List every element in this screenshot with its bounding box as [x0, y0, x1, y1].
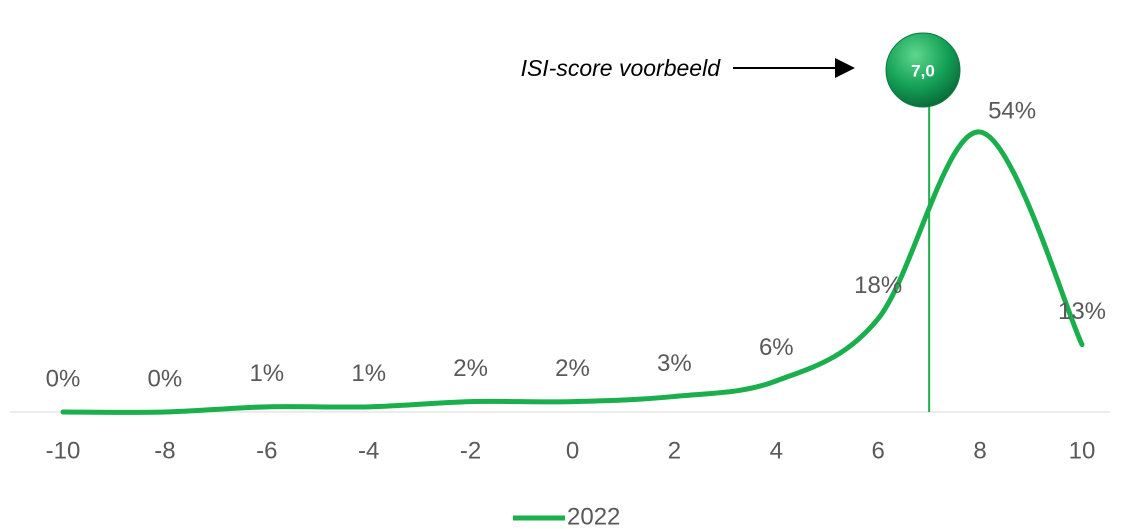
data-label: 0%: [46, 365, 81, 392]
x-tick-label: -8: [154, 437, 175, 464]
data-label: 2%: [453, 355, 488, 382]
x-tick-label: 4: [770, 437, 783, 464]
data-label: 18%: [854, 272, 902, 299]
data-label: 13%: [1058, 298, 1106, 325]
line: [60, 129, 1085, 415]
x-tick-label: -4: [358, 437, 379, 464]
x-tick-label: 2: [668, 437, 681, 464]
data-label: 3%: [657, 350, 692, 377]
x-tick-label: 8: [973, 437, 986, 464]
data-label: 1%: [249, 360, 284, 387]
x-tick-label: -6: [256, 437, 277, 464]
data-label: 1%: [351, 360, 386, 387]
x-tick-label: 0: [566, 437, 579, 464]
annotation-text: ISI-score voorbeeld: [521, 55, 722, 81]
x-tick-label: -2: [460, 437, 481, 464]
data-label: 54%: [988, 97, 1036, 124]
x-tick-label: 10: [1069, 437, 1096, 464]
data-label: 2%: [555, 355, 590, 382]
x-tick-label: 6: [872, 437, 885, 464]
data-label: 0%: [148, 365, 183, 392]
reference-bubble: [885, 32, 961, 108]
reference-label: 7,0: [911, 61, 935, 80]
legend-label: 2022: [567, 503, 620, 529]
x-tick-label: -10: [46, 437, 81, 464]
data-label: 6%: [759, 334, 794, 361]
